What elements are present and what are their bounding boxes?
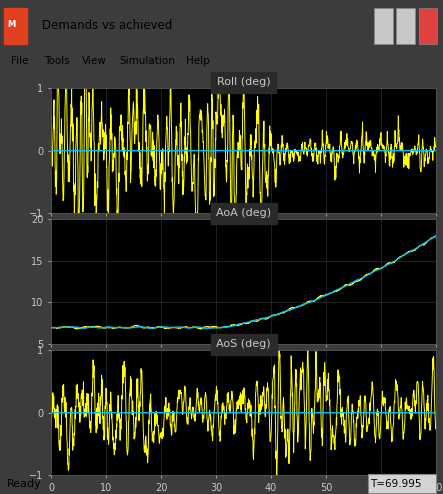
Bar xyxy=(396,8,415,43)
Text: T=69.995: T=69.995 xyxy=(370,479,422,489)
Text: Tools: Tools xyxy=(44,56,70,66)
Title: AoS (deg): AoS (deg) xyxy=(216,339,271,349)
Title: Roll (deg): Roll (deg) xyxy=(217,77,271,87)
Text: View: View xyxy=(82,56,107,66)
Bar xyxy=(374,8,393,43)
Text: File: File xyxy=(11,56,29,66)
Bar xyxy=(4,8,27,43)
Text: M: M xyxy=(7,20,15,29)
Bar xyxy=(368,474,436,493)
Text: Ready: Ready xyxy=(7,479,41,489)
Text: Help: Help xyxy=(186,56,210,66)
Text: Simulation: Simulation xyxy=(120,56,175,66)
Text: Demands vs achieved: Demands vs achieved xyxy=(42,19,172,32)
Title: AoA (deg): AoA (deg) xyxy=(216,208,271,218)
Bar xyxy=(419,8,437,43)
